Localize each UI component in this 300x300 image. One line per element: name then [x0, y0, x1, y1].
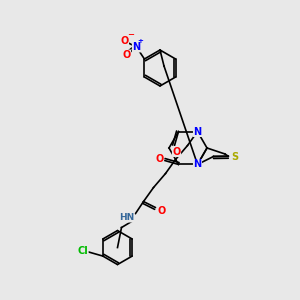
Text: O: O — [155, 154, 164, 164]
Text: N: N — [194, 160, 202, 170]
Text: O: O — [172, 146, 181, 157]
Text: −: − — [127, 31, 134, 40]
Text: S: S — [232, 152, 239, 162]
Text: Cl: Cl — [77, 246, 88, 256]
Text: O: O — [122, 50, 130, 60]
Text: N: N — [132, 42, 140, 52]
Text: N: N — [194, 127, 202, 136]
Text: +: + — [137, 38, 143, 44]
Text: O: O — [120, 36, 128, 46]
Text: O: O — [158, 206, 166, 215]
Text: HN: HN — [119, 213, 134, 222]
